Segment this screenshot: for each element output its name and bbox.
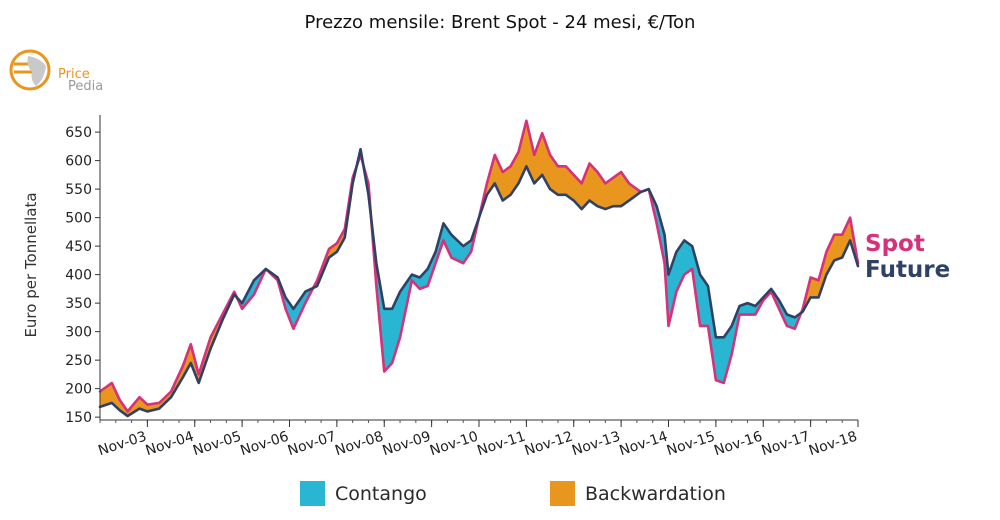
logo-euro-icon — [9, 49, 51, 91]
backwardation-area — [837, 234, 843, 260]
y-tick-label: 450 — [65, 239, 92, 255]
backwardation-area — [561, 166, 567, 196]
series-label-spot: Spot — [865, 231, 925, 257]
series-lines — [98, 119, 860, 418]
contango-area — [699, 273, 705, 327]
x-tick-label: Nov-06 — [238, 429, 290, 460]
x-tick-label: Nov-10 — [428, 429, 480, 460]
backwardation-area — [810, 277, 815, 298]
backwardation-area — [834, 234, 839, 261]
backwardation-area — [557, 166, 563, 196]
contango-area — [683, 239, 689, 276]
x-tick-label: Nov-05 — [191, 429, 243, 460]
y-tick-label: 150 — [65, 410, 92, 426]
legend: Contango Backwardation — [300, 481, 726, 506]
legend-label-backwardation: Backwardation — [585, 483, 726, 505]
backwardation-area — [612, 174, 618, 207]
backwardation-area — [605, 179, 610, 210]
y-tick-label: 500 — [65, 211, 92, 227]
chart-title: Prezzo mensile: Brent Spot - 24 mesi, €/… — [305, 12, 696, 33]
x-tick-label: Nov-11 — [475, 429, 527, 460]
backwardation-area — [593, 166, 598, 207]
backwardation-area — [814, 278, 819, 298]
backwardation-area — [589, 162, 594, 204]
y-tick-label: 200 — [65, 382, 92, 398]
backwardation-area — [502, 168, 507, 202]
legend-swatch-contango — [300, 481, 325, 506]
y-tick-label: 300 — [65, 325, 92, 341]
y-tick-label: 550 — [65, 182, 92, 198]
x-tick-label: Nov-17 — [760, 429, 812, 460]
logo-globe-icon — [27, 56, 46, 86]
contango-area — [719, 337, 725, 384]
legend-swatch-backwardation — [550, 481, 575, 506]
y-tick-label: 400 — [65, 268, 92, 284]
legend-label-contango: Contango — [335, 483, 427, 505]
x-tick-label: Nov-04 — [144, 429, 196, 460]
logo-text-price: Price — [58, 67, 90, 82]
x-tick-label: Nov-15 — [665, 429, 717, 460]
y-tick-label: 350 — [65, 296, 92, 312]
series-label-future: Future — [865, 257, 950, 283]
backwardation-area — [608, 177, 614, 209]
x-tick-label: Nov-16 — [712, 429, 764, 460]
y-tick-label: 650 — [65, 125, 92, 141]
logo-text-pedia: Pedia — [68, 79, 103, 94]
logo: Price Pedia — [9, 49, 103, 94]
backwardation-area — [506, 165, 511, 199]
axes: 150200250300350400450500550600650Nov-03N… — [65, 115, 859, 459]
x-tick-label: Nov-13 — [570, 429, 622, 460]
y-tick-label: 250 — [65, 353, 92, 369]
x-tick-label: Nov-03 — [96, 429, 148, 460]
x-tick-label: Nov-12 — [523, 429, 575, 460]
x-tick-label: Nov-18 — [807, 429, 859, 460]
contango-area — [387, 308, 393, 369]
y-tick-label: 600 — [65, 154, 92, 170]
contango-area — [715, 337, 721, 382]
series-line-future — [98, 147, 860, 418]
spread-areas — [99, 120, 859, 417]
backwardation-area — [616, 171, 622, 207]
x-tick-label: Nov-08 — [333, 429, 385, 460]
x-tick-label: Nov-07 — [286, 429, 338, 460]
x-tick-label: Nov-14 — [617, 429, 669, 460]
x-tick-label: Nov-09 — [381, 429, 433, 460]
series-line-spot — [98, 119, 860, 413]
contango-area — [383, 308, 389, 373]
y-axis-label: Euro per Tonnellata — [22, 192, 40, 337]
